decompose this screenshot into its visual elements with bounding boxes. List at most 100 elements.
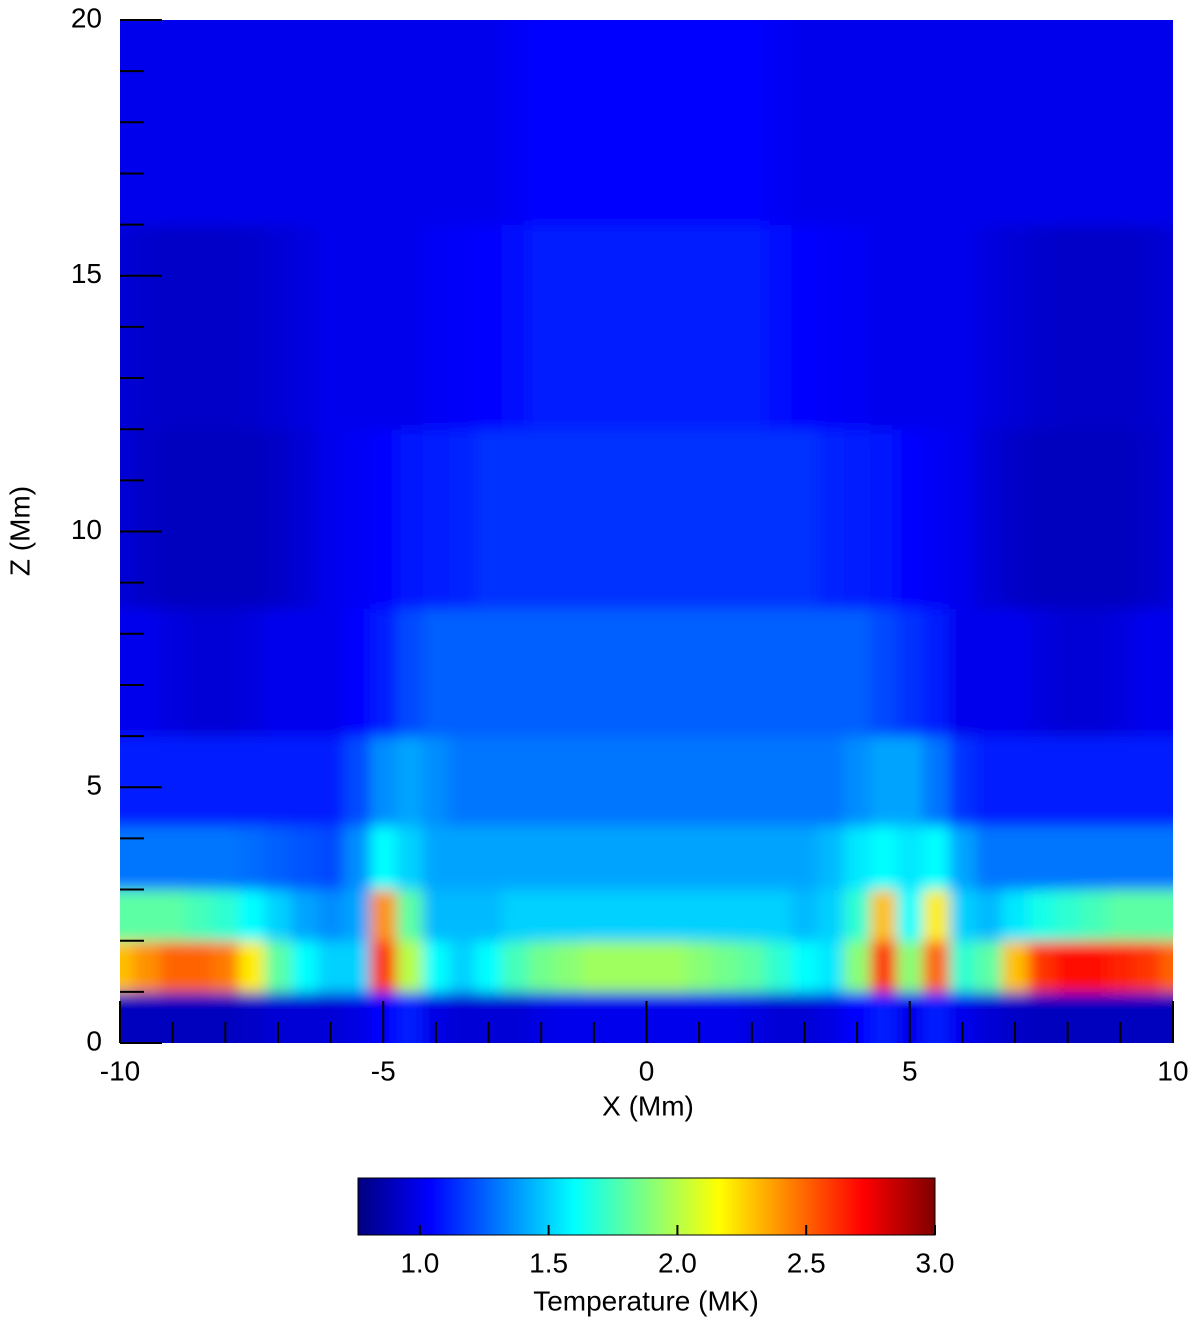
heat-cell [449, 825, 476, 891]
heat-cell [764, 736, 792, 827]
heat-cell [738, 429, 766, 609]
heat-cell [1107, 825, 1135, 891]
heat-cell [449, 429, 476, 609]
colorbar-tick-label: 3.0 [916, 1247, 955, 1278]
heat-cell [659, 736, 687, 827]
heat-cell [975, 429, 1003, 609]
heat-cell [554, 608, 582, 737]
heat-cell [185, 736, 213, 827]
heat-cell [343, 825, 371, 891]
heat-cell [1001, 889, 1029, 942]
heat-cell [1159, 20, 1173, 226]
heat-cell [185, 20, 213, 226]
heat-cell [949, 825, 977, 891]
heat-cell [1107, 224, 1135, 430]
heat-cell [738, 20, 766, 226]
heat-cell [396, 991, 424, 1043]
heat-cell [212, 940, 239, 993]
heat-cell [554, 20, 582, 226]
heat-cell [317, 825, 345, 891]
heat-cell [554, 940, 582, 993]
heat-cell [1028, 20, 1056, 226]
heat-cell [501, 825, 529, 891]
heat-cell [975, 736, 1003, 827]
heat-cell [1028, 991, 1056, 1043]
heat-cell [580, 20, 608, 226]
heat-cell [212, 20, 239, 226]
heat-cell [1028, 608, 1056, 737]
heat-cell [949, 940, 977, 993]
heat-cell [343, 224, 371, 430]
heat-cell [343, 940, 371, 993]
heat-cell [791, 940, 819, 993]
heat-cell [633, 889, 661, 942]
heat-cell [422, 20, 450, 226]
heat-cell [264, 429, 292, 609]
heat-cell [1159, 825, 1173, 891]
heat-cell [685, 825, 713, 891]
heat-cell [712, 224, 740, 430]
heat-cell [949, 224, 977, 430]
heat-cell [949, 889, 977, 942]
heat-cell [501, 736, 529, 827]
heat-cell [870, 20, 898, 226]
heat-cell [554, 429, 582, 609]
heat-cell [817, 940, 845, 993]
heat-cell [1133, 429, 1161, 609]
heat-cell [264, 20, 292, 226]
heat-cell [764, 889, 792, 942]
heat-cell [291, 20, 318, 226]
colorbar-tick-label: 1.5 [529, 1247, 568, 1278]
heat-cell [1133, 889, 1161, 942]
heat-cell [317, 940, 345, 993]
colorbar [357, 1177, 936, 1236]
heat-cell [343, 889, 371, 942]
heat-cell [185, 940, 213, 993]
heat-cell [580, 736, 608, 827]
heat-cell [528, 608, 555, 737]
heat-cell [975, 991, 1003, 1043]
heat-cell [133, 825, 160, 891]
heat-cell [1159, 889, 1173, 942]
heat-cell [1133, 825, 1161, 891]
heat-cell [238, 991, 266, 1043]
heat-cell [1080, 940, 1108, 993]
heat-cell [1054, 825, 1082, 891]
heat-cell [185, 825, 213, 891]
heat-cell [396, 608, 424, 737]
heat-cell [238, 429, 266, 609]
heat-cell [922, 736, 950, 827]
colorbar-tick-label: 2.5 [787, 1247, 826, 1278]
heat-cell [501, 940, 529, 993]
heat-cell [212, 825, 239, 891]
heat-cell [1159, 991, 1173, 1043]
heat-cell [949, 736, 977, 827]
heat-cell [607, 991, 634, 1043]
heat-cell [291, 825, 318, 891]
heat-cell [238, 608, 266, 737]
heat-cell [896, 224, 924, 430]
heat-cell [238, 20, 266, 226]
heat-cell [791, 889, 819, 942]
heat-cell [120, 940, 134, 993]
heat-cell [422, 825, 450, 891]
heat-cell [370, 825, 397, 891]
heat-cell [317, 429, 345, 609]
heat-cell [291, 940, 318, 993]
heat-cell [580, 940, 608, 993]
heat-cell [1133, 20, 1161, 226]
heat-cell [659, 608, 687, 737]
heat-cell [501, 224, 529, 430]
heat-cell [396, 940, 424, 993]
heat-cell [843, 608, 871, 737]
heat-cell [370, 736, 397, 827]
heat-cell [817, 736, 845, 827]
heat-cell [896, 429, 924, 609]
heat-cell [159, 20, 187, 226]
heat-cell [1080, 991, 1108, 1043]
heat-cell [159, 429, 187, 609]
heat-cell [422, 889, 450, 942]
heat-cell [343, 736, 371, 827]
heat-cell [317, 736, 345, 827]
